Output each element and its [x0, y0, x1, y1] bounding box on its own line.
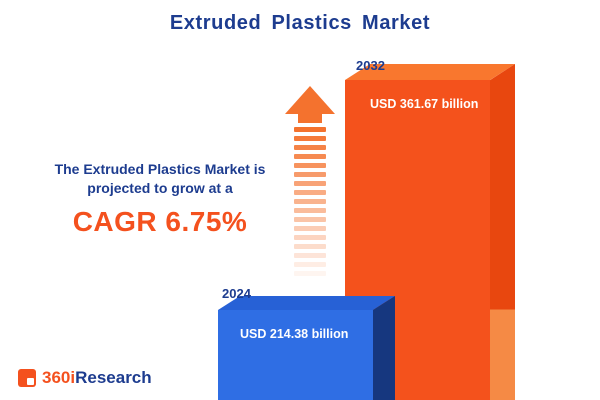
arrow-stem — [298, 114, 322, 123]
logo-icon — [18, 369, 36, 387]
page-title: Extruded Plastics Market — [169, 12, 431, 34]
arrow-head-icon — [285, 86, 335, 114]
bar-2024-top-face — [218, 296, 395, 310]
arrow-dash — [294, 199, 326, 204]
annotation-line-2: projected to grow at a — [87, 180, 233, 196]
logo-text: 360iResearch — [42, 368, 152, 388]
bar-2032-top-face — [345, 64, 515, 80]
year-label-2024: 2024 — [222, 286, 251, 301]
arrow-dash — [294, 253, 326, 258]
logo-suffix: Research — [75, 368, 152, 387]
arrow-dash — [294, 190, 326, 195]
arrow-dash — [294, 271, 326, 276]
logo-prefix: 360i — [42, 368, 76, 387]
arrow-dash — [294, 226, 326, 231]
bar-2032-side-face — [490, 64, 515, 400]
arrow-dash — [294, 172, 326, 177]
annotation-line-1: The Extruded Plastics Market is — [54, 161, 266, 177]
growth-arrow-icon — [284, 86, 336, 280]
value-label-2024: USD 214.38 billion — [240, 327, 349, 341]
brand-logo: 360iResearch — [18, 368, 152, 388]
bar-2024-side-face — [373, 296, 395, 400]
arrow-dash — [294, 136, 326, 141]
value-label-2032: USD 361.67 billion — [370, 97, 479, 111]
arrow-dash — [294, 163, 326, 168]
arrow-dash — [294, 235, 326, 240]
arrow-dash — [294, 154, 326, 159]
arrow-dashes — [284, 127, 336, 276]
arrow-dash — [294, 145, 326, 150]
arrow-dash — [294, 262, 326, 267]
arrow-dash — [294, 208, 326, 213]
annotation-block: The Extruded Plastics Market is projecte… — [28, 160, 292, 238]
arrow-dash — [294, 127, 326, 132]
bar-2024 — [218, 310, 373, 400]
year-label-2032: 2032 — [356, 58, 385, 73]
arrow-dash — [294, 244, 326, 249]
cagr-value: CAGR 6.75% — [72, 206, 248, 237]
arrow-dash — [294, 181, 326, 186]
arrow-dash — [294, 217, 326, 222]
